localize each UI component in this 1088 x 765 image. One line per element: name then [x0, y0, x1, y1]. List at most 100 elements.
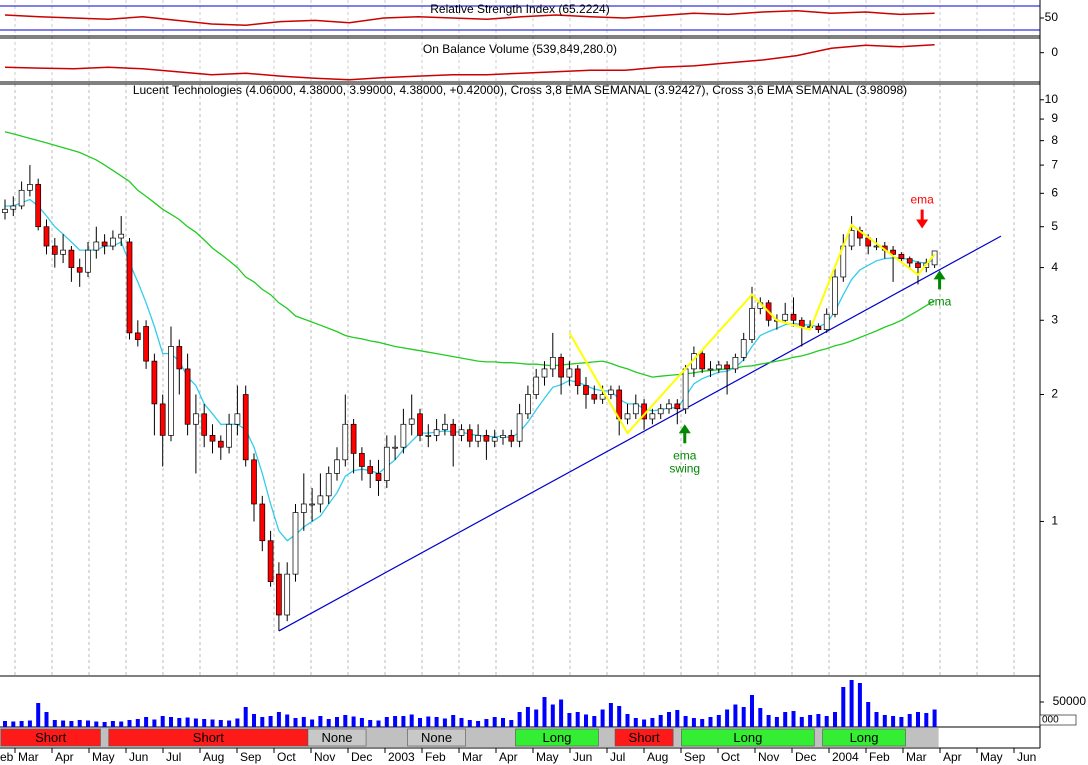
- trend-line: [278, 235, 1002, 632]
- volume-bar: [642, 719, 647, 727]
- volume-bar: [899, 717, 904, 727]
- candle-body: [317, 495, 324, 505]
- candle-body: [508, 435, 515, 442]
- candle-body: [168, 346, 174, 436]
- candle-body: [591, 394, 598, 400]
- candle-body: [666, 403, 672, 410]
- volume-bar: [542, 697, 547, 727]
- candle-body: [475, 435, 481, 442]
- signal-label: Short: [35, 730, 66, 745]
- x-tick-label: Mar: [906, 750, 927, 764]
- volume-bar: [741, 707, 746, 727]
- volume-bar: [61, 720, 66, 727]
- volume-bar: [218, 720, 223, 727]
- candle-body: [558, 356, 564, 378]
- volume-bar: [318, 716, 323, 727]
- obv-title: On Balance Volume (539,849,280.0): [423, 42, 617, 56]
- volume-bar: [882, 715, 887, 727]
- x-tick-label: Jun: [129, 750, 148, 764]
- candle-body: [608, 389, 614, 395]
- volume-bar: [193, 718, 198, 727]
- annotation-text: ema: [673, 448, 697, 462]
- x-tick-label: Nov: [314, 750, 335, 764]
- x-tick-label: Mar: [462, 750, 483, 764]
- candle-body: [433, 429, 440, 436]
- candle-body: [300, 503, 307, 513]
- candle-body: [724, 364, 730, 370]
- annotation-text: swing: [669, 461, 700, 475]
- volume-bar: [725, 709, 730, 727]
- candle-body: [832, 276, 838, 315]
- volume-bar: [575, 712, 580, 727]
- volume-bar: [849, 680, 854, 727]
- volume-bar: [235, 718, 240, 727]
- candle-body: [500, 435, 506, 439]
- volume-bar: [484, 719, 489, 727]
- volume-bar: [559, 699, 564, 727]
- x-tick-label: Mar: [18, 750, 39, 764]
- volume-bar: [633, 718, 638, 727]
- volume-bar: [691, 718, 696, 727]
- candle-body: [442, 423, 448, 431]
- volume-bar: [409, 714, 414, 727]
- volume-bar: [667, 712, 671, 727]
- x-tick-label: Aug: [203, 750, 224, 764]
- candle-body: [383, 446, 390, 481]
- volume-bar: [534, 709, 539, 727]
- volume-bar: [700, 719, 705, 727]
- y-tick-label: 3: [1051, 312, 1058, 326]
- volume-bar: [301, 717, 306, 727]
- volume-bar: [36, 703, 41, 727]
- candle-body: [118, 233, 125, 239]
- volume-bar: [451, 715, 456, 727]
- volume-bar: [160, 716, 165, 727]
- volume-bar: [492, 717, 497, 727]
- moving-average: [4, 131, 935, 378]
- volume-bar: [127, 720, 132, 727]
- volume-bar: [683, 716, 688, 727]
- candle-body: [309, 503, 315, 506]
- signal-segment: [0, 728, 101, 747]
- volume-bar: [169, 717, 173, 727]
- volume-bar: [268, 716, 273, 727]
- volume-bar: [343, 715, 348, 727]
- candle-body: [193, 413, 199, 425]
- volume-bar: [833, 712, 837, 727]
- arrow-head: [678, 424, 691, 434]
- volume-bar: [808, 715, 813, 727]
- volume-bar: [384, 717, 389, 727]
- candle-body: [732, 356, 739, 370]
- x-tick-label: Sep: [240, 750, 262, 764]
- volume-bar: [501, 718, 505, 727]
- candle-body: [151, 360, 158, 405]
- candle-body: [76, 267, 83, 273]
- candle-body: [533, 376, 540, 395]
- candle-body: [915, 262, 921, 268]
- x-tick-label: Dec: [351, 750, 372, 764]
- annotation-text: ema: [928, 295, 952, 309]
- signal-segment: [614, 728, 674, 747]
- volume-bar: [152, 719, 157, 727]
- candle-body: [242, 394, 249, 461]
- volume-bar: [376, 720, 381, 727]
- candle-body: [35, 184, 42, 228]
- candle-body: [10, 205, 17, 210]
- candle-body: [284, 573, 291, 616]
- volume-bar: [359, 718, 364, 727]
- x-tick-label: Apr: [499, 750, 518, 764]
- volume-bar: [310, 719, 315, 727]
- candle-body: [632, 403, 639, 415]
- candle-body: [375, 473, 382, 481]
- x-tick-label: Oct: [277, 750, 296, 764]
- volume-bar: [69, 721, 74, 727]
- candle-body: [201, 413, 208, 436]
- arrow-head: [933, 270, 946, 280]
- candle-body: [450, 423, 457, 436]
- candle-body: [583, 385, 589, 395]
- volume-bar: [227, 720, 232, 727]
- volume-bar: [135, 719, 140, 727]
- x-tick-label: Jun: [573, 750, 592, 764]
- volume-bar: [907, 714, 912, 727]
- x-tick-label: Sep: [684, 750, 706, 764]
- candle-body: [176, 346, 183, 370]
